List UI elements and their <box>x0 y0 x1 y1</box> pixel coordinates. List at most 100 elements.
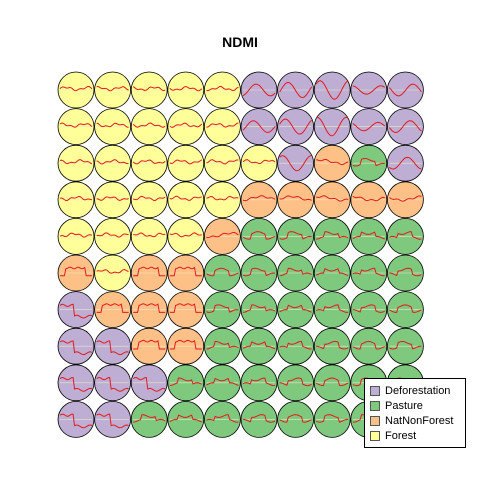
som-unit-code-line <box>352 157 385 167</box>
som-unit <box>203 181 241 219</box>
som-unit <box>94 71 131 109</box>
som-unit-code-line <box>96 122 129 128</box>
som-unit-code-line <box>242 267 276 277</box>
som-unit-code-line <box>169 195 202 201</box>
som-unit-code-line <box>206 122 239 128</box>
som-unit <box>313 364 351 402</box>
som-unit <box>94 144 131 182</box>
som-unit-code-line <box>169 377 203 387</box>
som-unit <box>130 327 168 365</box>
som-unit <box>203 108 241 145</box>
som-unit-code-line <box>352 304 386 313</box>
som-unit-code-line <box>133 232 166 238</box>
som-unit-code-line <box>315 268 349 277</box>
som-unit <box>350 144 388 182</box>
som-unit-code-line <box>133 195 166 202</box>
legend-swatch <box>370 415 380 426</box>
som-unit-code-line <box>316 195 349 202</box>
som-unit-code-line <box>59 85 93 92</box>
som-unit-code-line <box>315 80 349 100</box>
som-unit-code-line <box>316 116 349 137</box>
som-unit <box>350 71 388 109</box>
som-unit-code-line <box>389 304 422 313</box>
som-unit <box>203 217 241 255</box>
som-unit <box>277 400 315 438</box>
som-unit <box>130 181 168 219</box>
som-unit <box>313 71 351 109</box>
som-unit <box>240 108 278 145</box>
som-unit <box>94 327 131 365</box>
som-unit <box>350 108 388 145</box>
som-unit <box>203 364 241 402</box>
som-unit <box>57 108 95 145</box>
som-unit <box>57 181 95 219</box>
som-unit <box>240 254 278 292</box>
som-unit-code-line <box>279 377 312 387</box>
som-unit <box>386 71 424 109</box>
som-unit-code-line <box>59 303 93 319</box>
som-unit <box>240 327 278 365</box>
legend-entry: Pasture <box>370 398 465 413</box>
som-unit-code-line <box>169 85 203 92</box>
som-unit <box>386 144 424 182</box>
som-unit <box>240 217 278 255</box>
som-unit-code-line <box>96 85 129 92</box>
som-unit-code-line <box>242 304 276 313</box>
som-unit <box>277 291 315 329</box>
som-unit <box>313 400 351 438</box>
som-unit-code-line <box>242 341 276 350</box>
legend-entry: Forest <box>370 428 465 443</box>
som-unit-code-line <box>96 413 129 429</box>
som-unit-code-line <box>242 120 276 133</box>
som-unit <box>350 181 388 219</box>
som-unit <box>240 364 278 402</box>
som-unit <box>313 181 351 219</box>
legend-label: Pasture <box>385 399 423 412</box>
som-unit <box>386 217 424 255</box>
som-unit-code-line <box>316 158 349 166</box>
som-unit <box>313 254 351 292</box>
som-unit-code-line <box>352 121 386 132</box>
som-unit-code-line <box>96 303 129 313</box>
som-unit <box>240 291 278 329</box>
som-unit-code-line <box>133 414 166 423</box>
som-unit <box>167 144 205 182</box>
som-unit <box>386 254 424 292</box>
som-unit-code-line <box>352 340 385 350</box>
som-unit <box>130 108 168 145</box>
som-unit <box>167 71 205 109</box>
som-unit-code-line <box>352 231 385 240</box>
som-unit-code-line <box>96 340 129 356</box>
som-unit-code-line <box>59 413 93 429</box>
som-unit-code-line <box>132 86 166 92</box>
som-unit <box>313 108 351 145</box>
som-unit <box>94 291 131 329</box>
som-unit-code-line <box>279 414 312 423</box>
som-unit-code-line <box>133 303 166 313</box>
som-unit <box>277 71 315 109</box>
som-unit-code-line <box>242 195 276 202</box>
som-unit <box>167 254 205 292</box>
som-unit-code-line <box>59 122 93 128</box>
som-unit <box>386 327 424 365</box>
som-unit-code-line <box>96 196 129 201</box>
som-unit <box>130 364 168 402</box>
som-unit-code-line <box>96 159 129 165</box>
som-unit-code-line <box>242 83 276 97</box>
som-unit <box>203 327 241 365</box>
som-unit-code-line <box>206 85 239 92</box>
legend-label: NatNonForest <box>385 414 454 427</box>
som-unit-code-line <box>389 340 422 350</box>
som-unit <box>57 217 95 255</box>
som-unit <box>277 254 315 292</box>
som-unit <box>277 108 315 145</box>
som-unit-code-line <box>279 340 312 350</box>
som-unit <box>277 144 315 182</box>
som-unit <box>130 400 168 438</box>
som-unit <box>350 327 388 365</box>
som-unit <box>203 144 241 182</box>
legend-entry: Deforestation <box>370 383 465 398</box>
som-unit-code-line <box>279 304 312 313</box>
som-unit <box>277 217 315 255</box>
